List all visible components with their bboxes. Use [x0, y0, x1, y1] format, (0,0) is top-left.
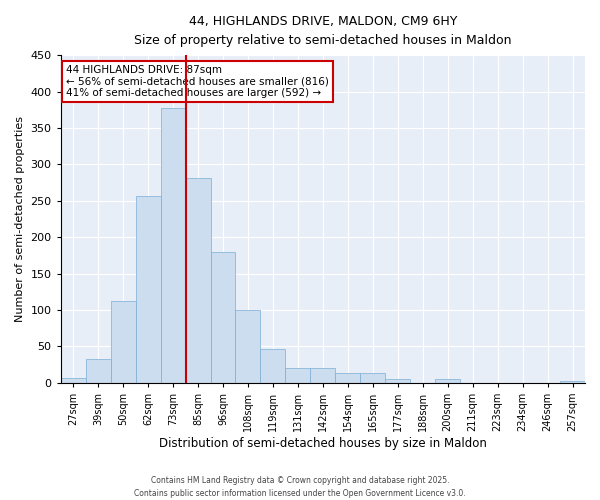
Bar	[61, 378, 86, 383]
Bar	[335, 374, 361, 383]
Text: Contains HM Land Registry data © Crown copyright and database right 2025.
Contai: Contains HM Land Registry data © Crown c…	[134, 476, 466, 498]
Bar	[560, 382, 585, 383]
Bar	[185, 178, 211, 383]
Y-axis label: Number of semi-detached properties: Number of semi-detached properties	[15, 116, 25, 322]
Bar	[211, 252, 235, 383]
Bar	[310, 368, 335, 383]
Bar	[161, 108, 185, 383]
Bar	[86, 359, 110, 383]
Bar	[136, 196, 161, 383]
Bar	[385, 380, 410, 383]
Title: 44, HIGHLANDS DRIVE, MALDON, CM9 6HY
Size of property relative to semi-detached : 44, HIGHLANDS DRIVE, MALDON, CM9 6HY Siz…	[134, 15, 512, 47]
Bar	[235, 310, 260, 383]
Text: 44 HIGHLANDS DRIVE: 87sqm
← 56% of semi-detached houses are smaller (816)
41% of: 44 HIGHLANDS DRIVE: 87sqm ← 56% of semi-…	[66, 65, 329, 98]
Bar	[260, 350, 286, 383]
Bar	[286, 368, 310, 383]
X-axis label: Distribution of semi-detached houses by size in Maldon: Distribution of semi-detached houses by …	[159, 437, 487, 450]
Bar	[361, 374, 385, 383]
Bar	[110, 300, 136, 383]
Bar	[435, 378, 460, 383]
